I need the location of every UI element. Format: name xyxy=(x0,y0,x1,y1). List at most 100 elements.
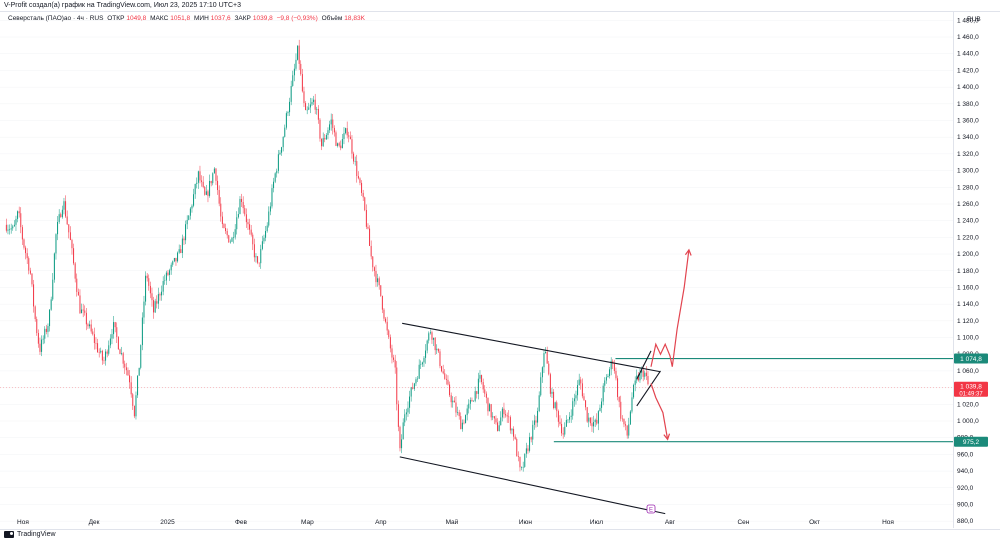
candle-body xyxy=(181,238,183,254)
candle-body xyxy=(533,420,535,425)
candle-body xyxy=(17,211,19,219)
candle-body xyxy=(45,328,47,332)
candle-body xyxy=(442,371,444,374)
candle-body xyxy=(434,337,436,351)
candle-body xyxy=(361,182,363,193)
candle-body xyxy=(258,262,260,264)
x-tick-label: Ноя xyxy=(882,519,894,526)
candle-body xyxy=(210,180,212,184)
y-tick-label: 1 160,0 xyxy=(957,284,979,291)
candle-body xyxy=(281,147,283,153)
candle-body xyxy=(477,378,479,394)
candle-body xyxy=(233,237,235,239)
candle-body xyxy=(402,422,404,440)
candle-body xyxy=(609,369,611,376)
candle-body xyxy=(644,372,646,377)
candle-body xyxy=(356,161,358,176)
candle-body xyxy=(631,397,633,412)
symbol-name[interactable]: Северсталь (ПАО)ао · 4ч · RUS xyxy=(8,15,104,22)
candle-body xyxy=(108,345,110,354)
candle-body xyxy=(50,299,52,310)
candle-body xyxy=(428,333,430,341)
candle-body xyxy=(413,383,415,389)
y-tick-label: 940,0 xyxy=(957,468,974,475)
candle-body xyxy=(389,337,391,349)
y-tick-label: 920,0 xyxy=(957,485,974,492)
candle-body xyxy=(148,278,150,286)
tradingview-brand: TradingView xyxy=(17,531,56,538)
open-label: ОТКР xyxy=(107,15,125,22)
y-tick-label: 1 360,0 xyxy=(957,118,979,125)
candle-body xyxy=(573,398,575,402)
candle-body xyxy=(239,198,241,215)
candle-body xyxy=(465,415,467,424)
candle-body xyxy=(578,379,580,386)
candle-body xyxy=(273,181,275,189)
candle-body xyxy=(335,132,337,146)
candle-body xyxy=(276,170,278,174)
candle-body xyxy=(177,252,179,262)
candle-body xyxy=(321,138,323,147)
candle-body xyxy=(23,239,25,248)
candle-body xyxy=(253,244,255,258)
candle-body xyxy=(167,272,169,275)
candle-body xyxy=(133,405,135,417)
candle-body xyxy=(479,375,481,379)
x-tick-label: Мар xyxy=(301,519,314,526)
candle-body xyxy=(545,352,547,354)
candle-body xyxy=(317,108,319,120)
candle-body xyxy=(330,119,332,125)
candle-body xyxy=(325,135,327,140)
candle-body xyxy=(401,439,403,449)
earnings-event-marker xyxy=(646,504,656,514)
candle-body xyxy=(261,241,263,249)
candle-body xyxy=(525,448,527,454)
symbol-legend[interactable]: Северсталь (ПАО)ао · 4ч · RUS ОТКР 1049,8… xyxy=(8,15,367,22)
candle-body xyxy=(268,211,270,226)
candle-body xyxy=(484,389,486,394)
candle-body xyxy=(95,342,97,344)
candle-body xyxy=(621,418,623,420)
candle-body xyxy=(250,229,252,235)
candle-body xyxy=(15,218,17,225)
candle-body xyxy=(79,295,81,314)
candle-body xyxy=(319,119,321,139)
candle-body xyxy=(353,153,355,162)
candle-body xyxy=(407,407,409,413)
candle-body xyxy=(189,208,191,216)
candle-body xyxy=(111,334,113,339)
candle-body xyxy=(457,412,459,413)
y-tick-label: 1 240,0 xyxy=(957,218,979,225)
candle-body xyxy=(287,112,289,114)
candle-body xyxy=(132,394,134,406)
candle-body xyxy=(532,424,534,440)
candle-body xyxy=(295,59,297,69)
candle-body xyxy=(602,385,604,402)
candle-body xyxy=(180,249,182,254)
candle-body xyxy=(289,101,291,113)
candle-body xyxy=(447,379,449,385)
tradingview-logo[interactable]: TradingView xyxy=(4,531,56,538)
bullish-arrow-head xyxy=(684,248,692,256)
candle-body xyxy=(417,378,419,380)
candle-body xyxy=(423,357,425,363)
channel-trend-line xyxy=(399,456,666,515)
x-tick-label: Окт xyxy=(809,519,820,526)
candle-body xyxy=(285,113,287,128)
candle-body xyxy=(146,275,148,279)
candle-body xyxy=(194,183,196,195)
candle-body xyxy=(636,375,638,381)
candle-body xyxy=(554,402,556,409)
x-tick-label: Июл xyxy=(590,519,603,526)
candle-body xyxy=(303,91,305,104)
candle-body xyxy=(73,248,75,264)
candle-body xyxy=(492,416,494,418)
candle-body xyxy=(186,219,188,225)
candle-body xyxy=(409,396,411,408)
currency-label[interactable]: RUB xyxy=(967,16,981,23)
y-tick-label: 960,0 xyxy=(957,451,974,458)
candle-body xyxy=(301,74,303,92)
candle-body xyxy=(394,359,396,368)
candle-body xyxy=(425,350,427,358)
